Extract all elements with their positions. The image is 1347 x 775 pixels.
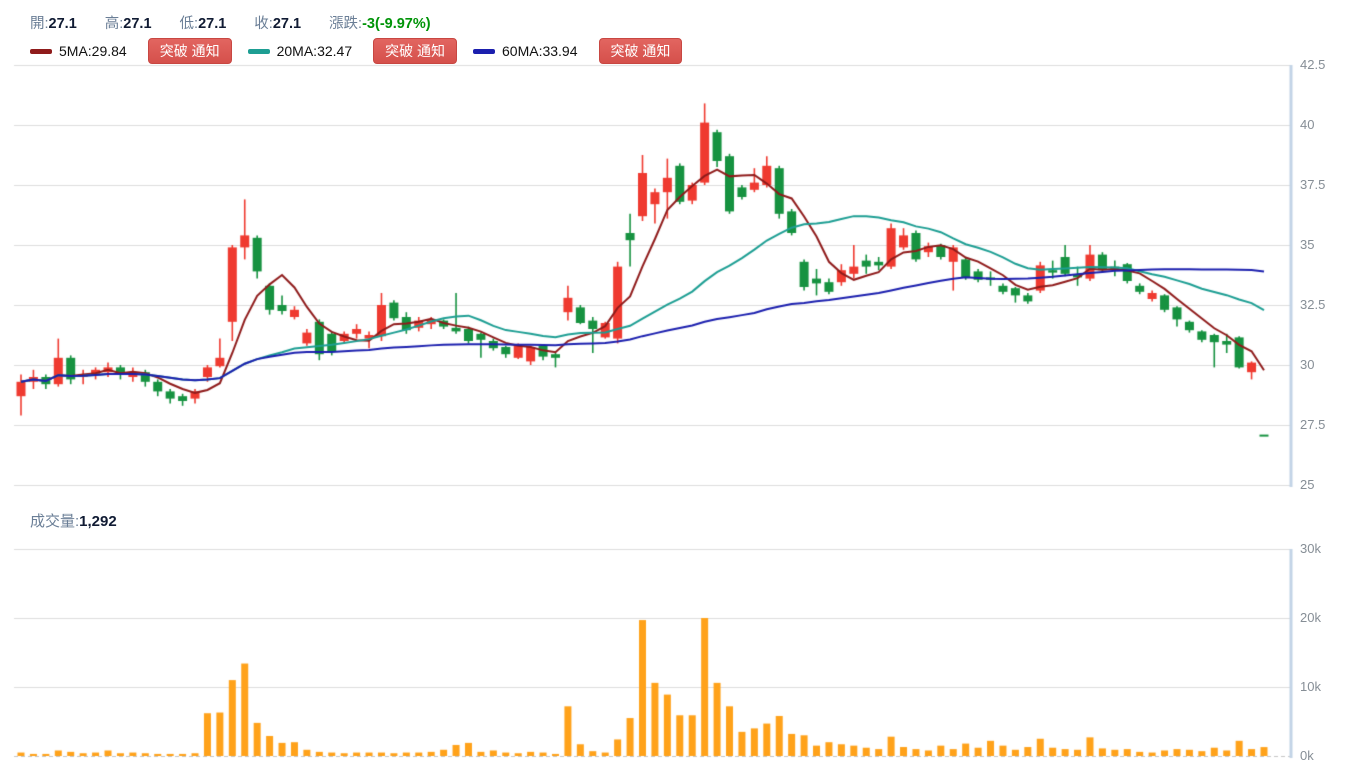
volume-axis-tick: 30k bbox=[1300, 541, 1321, 556]
volume-axis-tick: 0k bbox=[1300, 748, 1314, 763]
price-axis-tick: 30 bbox=[1300, 357, 1315, 372]
close-value: 27.1 bbox=[272, 16, 302, 32]
volume-readout: 成交量:1,292 bbox=[30, 510, 117, 531]
change-label: 漲跌: bbox=[329, 16, 363, 32]
high-readout: 高:27.1 bbox=[105, 12, 152, 33]
price-axis-tick: 42.5 bbox=[1300, 57, 1326, 72]
close-label: 收: bbox=[254, 16, 273, 32]
volume-axis-tick: 10k bbox=[1300, 679, 1321, 694]
ma5-breakout-notify-button[interactable]: 突破 通知 bbox=[147, 38, 232, 65]
ma60-label: 60MA:33.94 bbox=[502, 43, 578, 60]
high-value: 27.1 bbox=[123, 16, 152, 32]
price-axis-tick: 27.5 bbox=[1300, 417, 1326, 432]
low-label: 低: bbox=[179, 16, 199, 32]
ma20-legend: 20MA:32.47 突破 通知 bbox=[247, 38, 457, 65]
change-value: -3(-9.97%) bbox=[362, 16, 431, 32]
price-axis-tick: 37.5 bbox=[1300, 177, 1326, 192]
ma20-label: 20MA:32.47 bbox=[276, 43, 353, 60]
ma20-breakout-notify-button[interactable]: 突破 通知 bbox=[373, 38, 457, 65]
volume-axis-tick: 20k bbox=[1300, 610, 1321, 625]
price-axis-tick: 32.5 bbox=[1300, 297, 1326, 312]
ma60-breakout-notify-button[interactable]: 突破 通知 bbox=[598, 38, 683, 65]
price-axis-tick: 40 bbox=[1300, 117, 1315, 132]
close-readout: 收:27.1 bbox=[254, 12, 301, 33]
open-label: 開: bbox=[30, 16, 49, 32]
ma-legend-bar: 5MA:29.84 突破 通知 20MA:32.47 突破 通知 60MA:33… bbox=[30, 38, 683, 65]
open-readout: 開:27.1 bbox=[30, 12, 77, 33]
ma5-legend: 5MA:29.84 突破 通知 bbox=[30, 38, 232, 65]
ma20-swatch-icon bbox=[247, 48, 270, 54]
volume-label: 成交量: bbox=[30, 513, 80, 530]
high-label: 高: bbox=[104, 16, 124, 32]
low-readout: 低:27.1 bbox=[180, 12, 227, 33]
low-value: 27.1 bbox=[198, 16, 227, 32]
price-axis-tick: 35 bbox=[1300, 237, 1315, 252]
open-value: 27.1 bbox=[48, 16, 77, 32]
ma60-legend: 60MA:33.94 突破 通知 bbox=[473, 38, 683, 65]
volume-value: 1,292 bbox=[79, 513, 117, 530]
change-readout: 漲跌:-3(-9.97%) bbox=[329, 12, 431, 33]
ma60-swatch-icon bbox=[473, 48, 495, 54]
price-axis-tick: 25 bbox=[1300, 477, 1315, 492]
ma5-label: 5MA:29.84 bbox=[59, 43, 127, 60]
ohlc-bar: 開:27.1 高:27.1 低:27.1 收:27.1 漲跌:-3(-9.97%… bbox=[30, 12, 431, 33]
ma5-swatch-icon bbox=[30, 48, 52, 54]
